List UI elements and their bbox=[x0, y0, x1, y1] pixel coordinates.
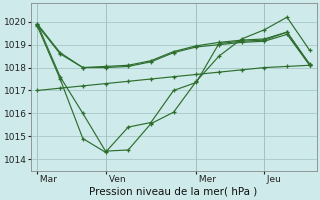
X-axis label: Pression niveau de la mer( hPa ): Pression niveau de la mer( hPa ) bbox=[90, 187, 258, 197]
